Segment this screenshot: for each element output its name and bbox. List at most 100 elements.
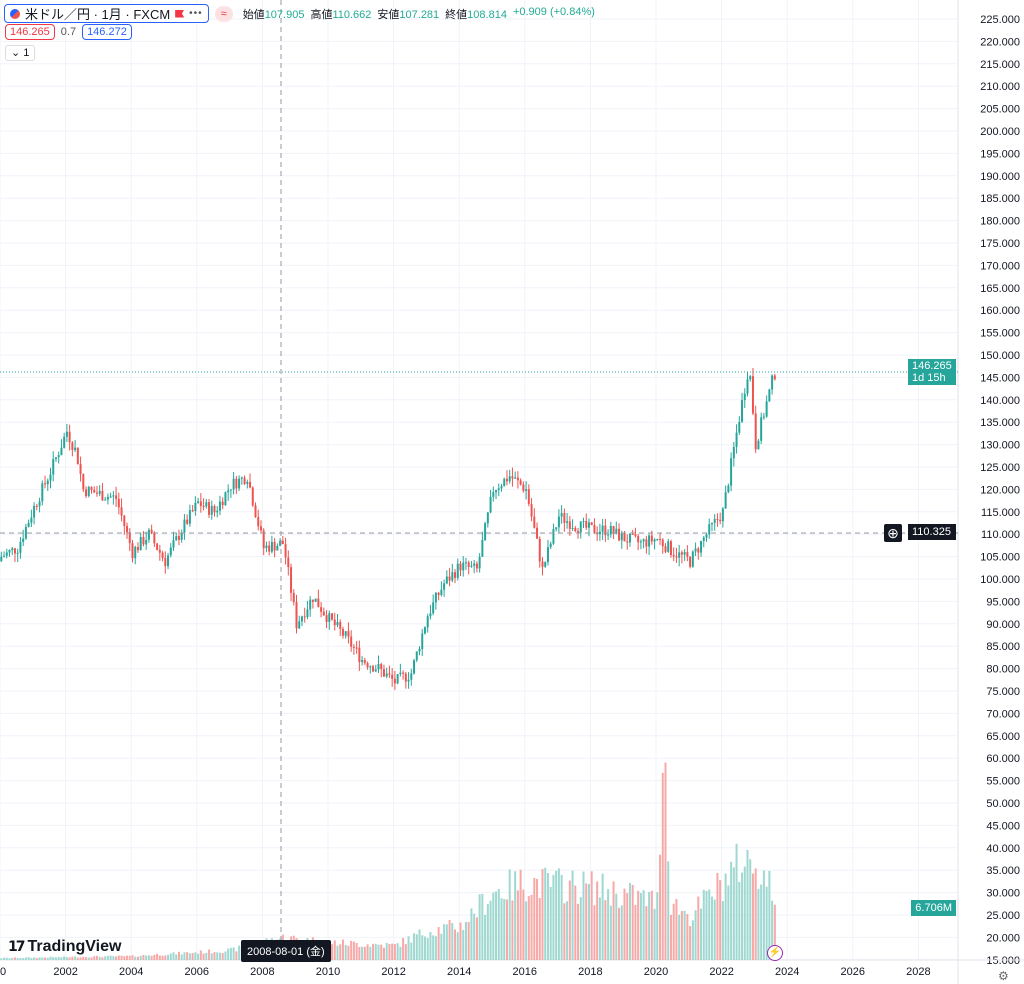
candle-body: [448, 576, 451, 581]
candle-body: [136, 546, 139, 551]
tv-mark-icon: 17: [8, 939, 26, 955]
add-alert-plus-icon[interactable]: ⊕: [884, 524, 902, 542]
volume-bar: [49, 956, 52, 960]
volume-bar: [560, 874, 563, 960]
volume-bar: [738, 881, 741, 960]
volume-bar: [541, 869, 544, 960]
volume-bar: [710, 896, 713, 960]
indicators-toggle[interactable]: ⌄ 1: [5, 45, 36, 61]
candle-body: [295, 602, 298, 629]
volume-bar: [350, 940, 353, 960]
volume-bar: [186, 952, 189, 960]
tradingview-logo[interactable]: 17 TradingView: [8, 938, 121, 956]
candle-body: [191, 510, 194, 512]
candle-body: [227, 490, 230, 493]
candle-body: [202, 505, 205, 507]
volume-bar: [500, 898, 503, 960]
axis-settings-icon[interactable]: ⚙: [998, 969, 1009, 983]
flag-icon[interactable]: [175, 9, 185, 18]
delayed-data-icon[interactable]: ≈: [214, 5, 233, 22]
volume-bar: [79, 957, 82, 960]
candle-body: [462, 562, 465, 571]
candle-body: [71, 442, 74, 450]
volume-bar: [467, 921, 470, 960]
candle-body: [366, 663, 369, 668]
candle-body: [229, 489, 232, 491]
y-tick-label: 195.000: [980, 148, 1020, 160]
candle-body: [522, 484, 525, 491]
volume-bar: [700, 908, 703, 960]
volume-bar: [199, 950, 202, 960]
candle-body: [555, 527, 558, 530]
candle-body: [361, 660, 364, 663]
volume-bar: [678, 914, 681, 960]
candle-body: [380, 664, 383, 670]
candle-body: [746, 379, 749, 394]
volume-bar: [708, 889, 711, 960]
y-tick-label: 95.000: [986, 596, 1020, 608]
buy-button[interactable]: 146.272: [82, 24, 132, 40]
candle-body: [369, 666, 372, 668]
volume-bar: [331, 944, 334, 960]
volume-bar: [117, 955, 120, 960]
candle-body: [328, 613, 331, 622]
symbol-title: 米ドル／円 · 1月 · FXCM: [25, 7, 171, 22]
y-tick-label: 145.000: [980, 372, 1020, 384]
volume-bar: [358, 946, 361, 960]
candle-body: [751, 376, 754, 414]
volume-bar: [142, 954, 145, 960]
current-price-tag: 146.265 1d 15h: [908, 359, 956, 385]
candle-body: [511, 476, 514, 479]
candle-body: [672, 555, 675, 557]
candle-body: [410, 673, 413, 680]
x-tick-label: 2002: [53, 966, 77, 978]
candle-body: [639, 541, 642, 543]
volume-bar: [421, 935, 424, 960]
volume-bar: [120, 955, 123, 960]
candle-body: [44, 483, 47, 485]
candle-body: [519, 480, 522, 485]
candle-body: [708, 524, 711, 535]
candle-body: [298, 621, 301, 629]
volume-bar: [601, 873, 604, 960]
sell-button[interactable]: 146.265: [5, 24, 55, 40]
volume-bar: [126, 955, 129, 960]
volume-bar: [385, 942, 388, 960]
volume-bar: [765, 886, 768, 960]
candle-body: [306, 609, 309, 618]
candle-body: [631, 533, 634, 535]
candle-body: [199, 501, 202, 506]
candle-body: [484, 523, 487, 541]
volume-bar: [730, 861, 733, 960]
candle-body: [574, 527, 577, 532]
volume-bar: [760, 884, 763, 960]
volume-bar: [642, 890, 645, 960]
low-value: 107.281: [399, 8, 440, 21]
more-button[interactable]: •••: [189, 8, 203, 19]
candle-body: [347, 631, 350, 637]
lightning-icon[interactable]: ⚡: [767, 945, 783, 961]
bar-countdown: 1d 15h: [912, 372, 946, 384]
volume-bar: [374, 943, 377, 960]
volume-bar: [183, 952, 186, 960]
candle-body: [727, 485, 730, 493]
candle-body: [235, 478, 238, 489]
volume-bar: [115, 956, 118, 960]
candle-body: [205, 502, 208, 507]
candle-body: [268, 545, 271, 552]
volume-bar: [475, 917, 478, 960]
x-tick-label: 2012: [381, 966, 405, 978]
y-tick-label: 105.000: [980, 552, 1020, 564]
volume-bar: [22, 958, 25, 960]
symbol-selector[interactable]: 米ドル／円 · 1月 · FXCM •••: [4, 4, 209, 23]
change-value: +0.909 (+0.84%): [512, 5, 595, 18]
candle-body: [90, 486, 93, 490]
volume-bar: [402, 937, 405, 960]
x-tick-label: 2014: [447, 966, 471, 978]
candle-body: [691, 551, 694, 567]
candle-body: [33, 505, 36, 518]
volume-bar: [768, 870, 771, 960]
candle-body: [607, 534, 610, 536]
candle-body: [642, 539, 645, 542]
